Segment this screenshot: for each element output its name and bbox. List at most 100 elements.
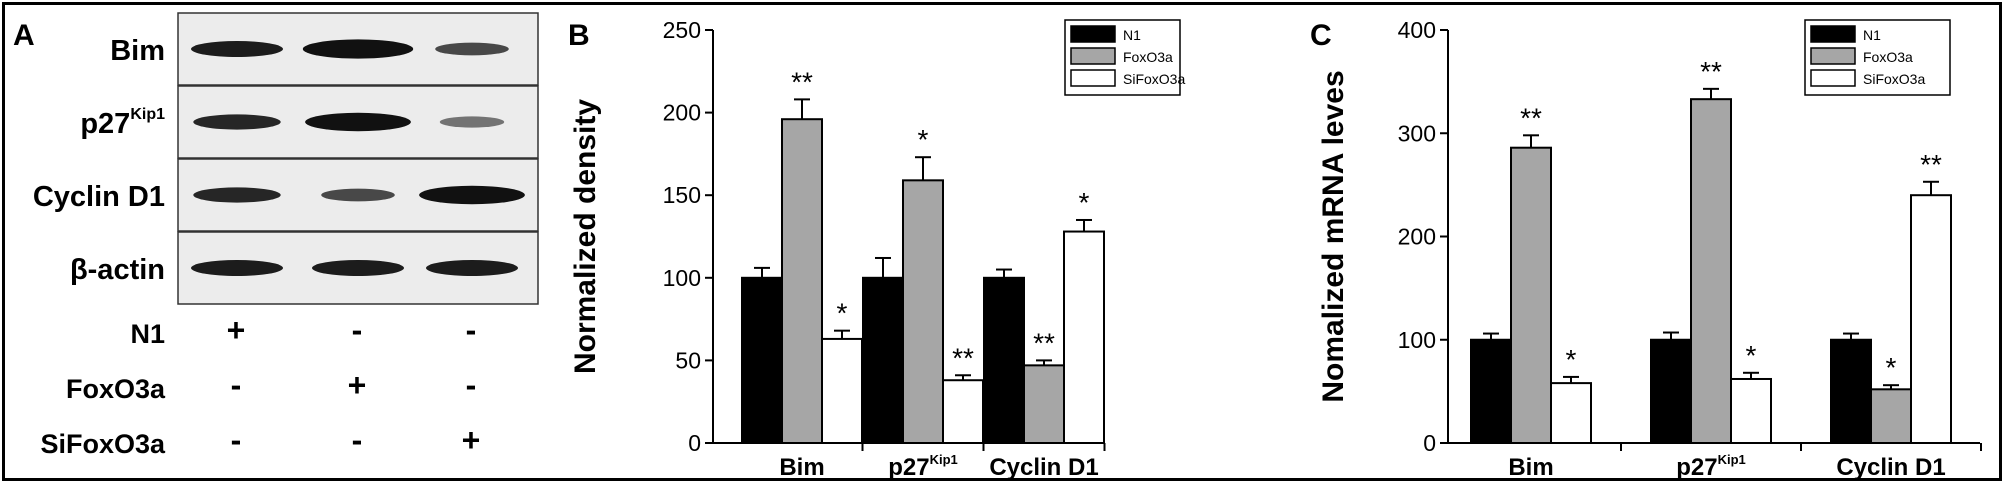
bar-sifoxo3a-bim (821, 337, 863, 445)
y-tick-label: 50 (675, 347, 701, 373)
bar-sifoxo3a-cyclin-d1 (1063, 230, 1105, 444)
blot-conditions: N1 + - - FoxO3a - + - SiFoxO3a - - + (40, 312, 480, 459)
blot-band (321, 188, 395, 202)
condition-sign: + (462, 422, 481, 458)
blot-rows: Bim p27Kip1 Cyclin D1 β-actin (33, 12, 539, 305)
blot-row-actin: β-actin (70, 231, 539, 305)
y-tick-label: 200 (1398, 224, 1436, 250)
condition-sign: + (227, 312, 246, 348)
significance-label: ** (1920, 149, 1942, 180)
chart-normalized-density: Normalized density050100150200250***Bim*… (569, 17, 1185, 481)
legend-label-foxo3a: FoxO3a (1863, 49, 1913, 65)
legend-label-foxo3a: FoxO3a (1123, 49, 1173, 65)
y-axis-label: Nomalized mRNA leves (1317, 70, 1350, 402)
bar-sifoxo3a-cyclin-d1 (1910, 194, 1952, 444)
significance-label: * (1746, 340, 1757, 371)
legend: N1 FoxO3a SiFoxO3a (1064, 19, 1185, 96)
blot-band (312, 260, 404, 276)
panel-letter-a: A (13, 19, 35, 52)
bar-sifoxo3a-p27 (942, 379, 984, 444)
condition-row-sifoxo3a: SiFoxO3a - - + (40, 422, 480, 459)
y-tick-label: 100 (663, 265, 701, 291)
condition-label: SiFoxO3a (40, 429, 166, 459)
blot-row-bim: Bim (110, 12, 539, 86)
blot-band (439, 116, 505, 128)
significance-label: ** (1520, 102, 1542, 133)
significance-label: * (1566, 344, 1577, 375)
condition-sign: - (466, 312, 477, 348)
blot-band (193, 187, 281, 203)
legend-swatch-foxo3a (1070, 47, 1116, 65)
blot-band (302, 39, 414, 59)
legend-swatch-n1 (1810, 25, 1856, 43)
blot-band (305, 112, 411, 132)
blot-row-label: Cyclin D1 (33, 181, 165, 213)
y-tick-label: 250 (663, 17, 701, 43)
bar-sifoxo3a-bim (1550, 382, 1592, 444)
blot-band (435, 42, 509, 56)
legend-swatch-n1 (1070, 25, 1116, 43)
bar-n1-p27 (862, 276, 904, 444)
legend-swatch-sifoxo3a (1070, 69, 1116, 87)
x-tick-label: Bim (779, 454, 824, 478)
x-tick-label: p27Kip1 (1676, 452, 1746, 478)
condition-sign: - (466, 367, 477, 403)
chart-mrna-levels: Nomalized mRNA leves0100200300400***Bim*… (1317, 17, 1982, 481)
blot-band (426, 260, 518, 276)
panel-b-chart: B Normalized density050100150200250***Bi… (568, 17, 1185, 481)
x-tick-label: p27Kip1 (888, 452, 958, 478)
legend-label-n1: N1 (1123, 27, 1141, 43)
y-tick-label: 400 (1398, 17, 1436, 43)
y-tick-label: 150 (663, 182, 701, 208)
legend: N1 FoxO3a SiFoxO3a (1804, 19, 1951, 96)
significance-label: ** (791, 66, 813, 97)
blot-row-label: p27Kip1 (80, 106, 165, 140)
significance-label: ** (1033, 327, 1055, 358)
bar-n1-bim (1470, 338, 1512, 444)
x-tick-label: Bim (1508, 454, 1553, 478)
condition-sign: - (231, 422, 242, 458)
panel-c-chart: C Nomalized mRNA leves0100200300400***Bi… (1310, 17, 1982, 481)
bar-n1-cyclin-d1 (1830, 338, 1872, 444)
bar-sifoxo3a-p27 (1730, 377, 1772, 444)
significance-label: * (837, 298, 848, 329)
panel-letter-c: C (1310, 19, 1332, 52)
condition-sign: - (231, 367, 242, 403)
y-axis-label: Normalized density (569, 99, 602, 374)
blot-row-cyclin-d1: Cyclin D1 (33, 158, 539, 232)
blot-band (191, 41, 283, 57)
bar-n1-bim (741, 276, 783, 444)
blot-band (193, 114, 281, 130)
blot-band (191, 260, 283, 276)
bar-foxo3a-p27 (1690, 98, 1732, 445)
legend-label-n1: N1 (1863, 27, 1881, 43)
bar-n1-p27 (1650, 338, 1692, 444)
x-tick-label: Cyclin D1 (989, 454, 1098, 478)
bar-foxo3a-cyclin-d1 (1023, 364, 1065, 444)
condition-sign: - (352, 422, 363, 458)
bar-foxo3a-bim (781, 118, 823, 444)
condition-label: FoxO3a (66, 374, 166, 404)
blot-row-label: β-actin (70, 254, 165, 286)
figure-frame: A Bim p27Kip1 Cyclin D1 β-actin N1 + - - FoxO3a… (2, 2, 2002, 481)
y-tick-label: 100 (1398, 327, 1436, 353)
significance-label: ** (952, 342, 974, 373)
blot-row-label: Bim (110, 35, 165, 67)
condition-row-foxo3a: FoxO3a - + - (66, 367, 476, 404)
bar-foxo3a-bim (1510, 146, 1552, 445)
bar-foxo3a-p27 (902, 179, 944, 444)
significance-label: * (1079, 187, 1090, 218)
condition-row-n1: N1 + - - (130, 312, 476, 349)
legend-label-sifoxo3a: SiFoxO3a (1123, 71, 1185, 87)
condition-sign: + (348, 367, 367, 403)
legend-swatch-foxo3a (1810, 47, 1856, 65)
significance-label: ** (1700, 56, 1722, 87)
legend-label-sifoxo3a: SiFoxO3a (1863, 71, 1925, 87)
x-tick-label: Cyclin D1 (1836, 454, 1945, 478)
bar-n1-cyclin-d1 (983, 276, 1025, 444)
y-tick-label: 0 (688, 430, 701, 456)
y-tick-label: 0 (1423, 430, 1436, 456)
blot-row-p27: p27Kip1 (80, 85, 539, 159)
